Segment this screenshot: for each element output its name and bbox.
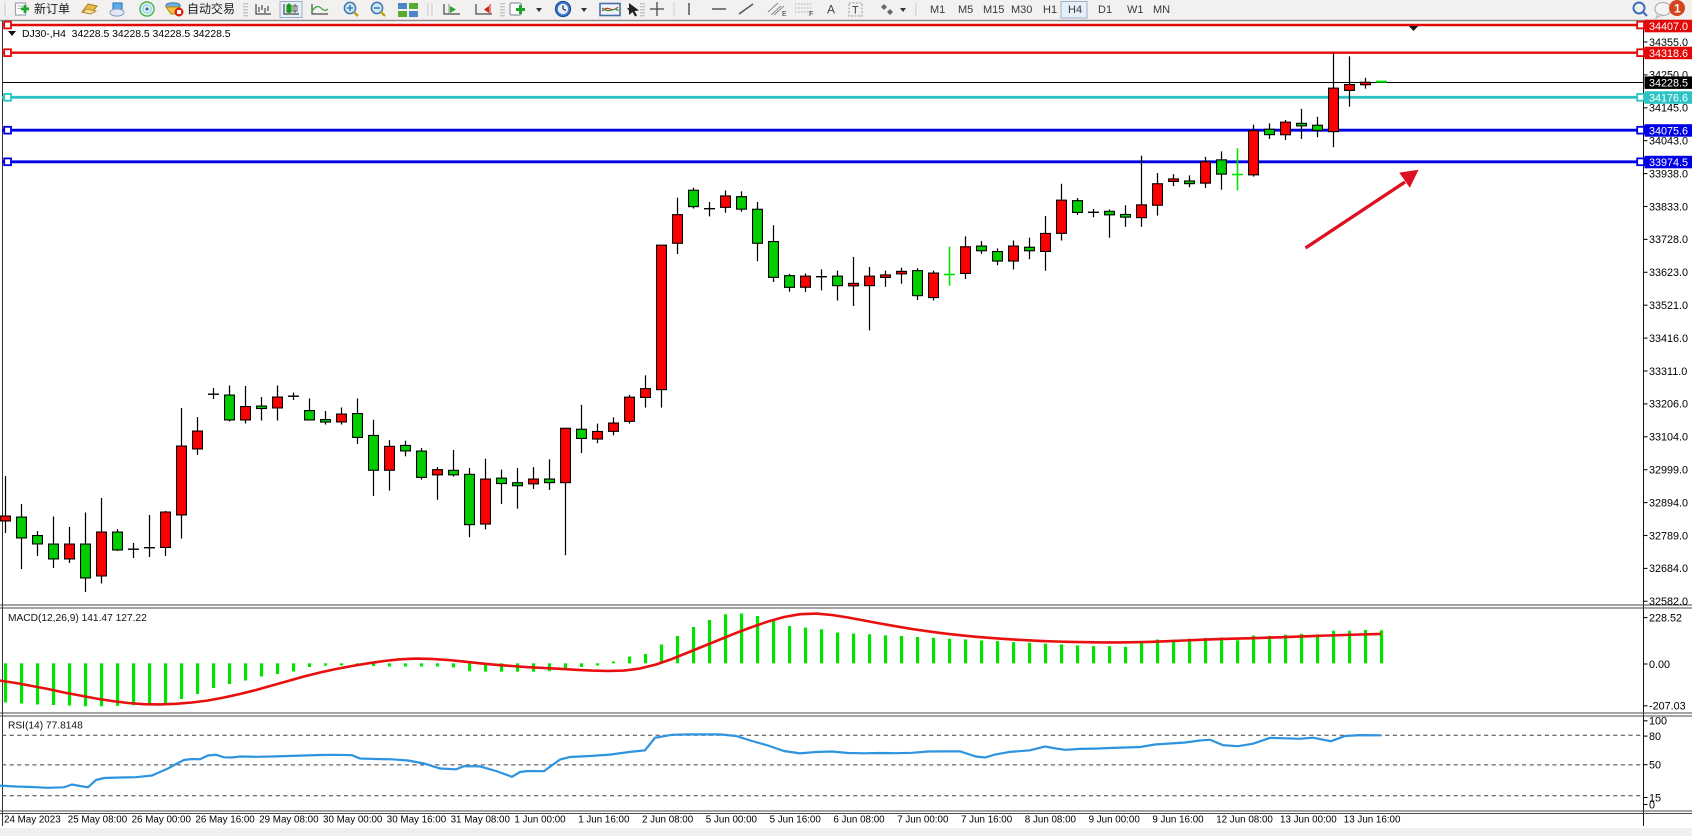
svg-text:自动交易: 自动交易 — [187, 1, 235, 16]
svg-text:30 May 00:00: 30 May 00:00 — [323, 815, 383, 826]
svg-text:0: 0 — [1649, 799, 1655, 811]
svg-text:24 May 2023: 24 May 2023 — [4, 815, 61, 826]
svg-text:32999.0: 32999.0 — [1649, 465, 1688, 477]
svg-text:2 Jun 08:00: 2 Jun 08:00 — [642, 815, 694, 826]
svg-text:32789.0: 32789.0 — [1649, 530, 1688, 542]
svg-text:RSI(14) 77.8148: RSI(14) 77.8148 — [8, 721, 83, 732]
svg-text:25 May 08:00: 25 May 08:00 — [68, 815, 128, 826]
svg-text:D1: D1 — [1098, 4, 1112, 16]
svg-text:33311.0: 33311.0 — [1649, 366, 1687, 378]
svg-text:M15: M15 — [983, 4, 1004, 16]
svg-text:34176.6: 34176.6 — [1649, 93, 1688, 105]
svg-text:0.00: 0.00 — [1649, 659, 1670, 671]
svg-text:DJ30-,H4 34228.5 34228.5 3422: DJ30-,H4 34228.5 34228.5 34228.5 34228.5 — [22, 29, 231, 40]
svg-text:33623.0: 33623.0 — [1649, 267, 1688, 279]
svg-text:E: E — [782, 11, 787, 18]
svg-text:T: T — [852, 5, 859, 17]
svg-text:1: 1 — [1674, 2, 1681, 16]
svg-text:100: 100 — [1649, 716, 1667, 728]
svg-text:H4: H4 — [1068, 4, 1082, 16]
svg-text:13 Jun 00:00: 13 Jun 00:00 — [1280, 815, 1337, 826]
svg-text:32684.0: 32684.0 — [1649, 563, 1688, 575]
svg-text:80: 80 — [1649, 731, 1661, 743]
svg-text:50: 50 — [1649, 760, 1661, 772]
svg-text:5 Jun 16:00: 5 Jun 16:00 — [770, 815, 822, 826]
svg-text:34407.0: 34407.0 — [1649, 21, 1688, 33]
svg-text:MN: MN — [1153, 4, 1170, 16]
svg-text:M1: M1 — [930, 4, 945, 16]
svg-text:30 May 16:00: 30 May 16:00 — [387, 815, 447, 826]
svg-text:34355.0: 34355.0 — [1649, 37, 1688, 49]
svg-text:34145.0: 34145.0 — [1649, 103, 1688, 115]
svg-text:7 Jun 00:00: 7 Jun 00:00 — [897, 815, 949, 826]
svg-text:7 Jun 16:00: 7 Jun 16:00 — [961, 815, 1013, 826]
svg-text:1 Jun 16:00: 1 Jun 16:00 — [578, 815, 630, 826]
svg-text:-207.03: -207.03 — [1649, 701, 1686, 713]
svg-text:32582.0: 32582.0 — [1649, 596, 1688, 608]
svg-text:34075.6: 34075.6 — [1649, 125, 1688, 137]
svg-text:H1: H1 — [1043, 4, 1057, 16]
svg-text:29 May 08:00: 29 May 08:00 — [259, 815, 319, 826]
svg-text:33833.0: 33833.0 — [1649, 201, 1688, 213]
svg-text:F: F — [809, 11, 813, 18]
svg-text:33416.0: 33416.0 — [1649, 333, 1688, 345]
svg-text:W1: W1 — [1127, 4, 1144, 16]
svg-text:新订单: 新订单 — [34, 1, 70, 16]
svg-text:33521.0: 33521.0 — [1649, 300, 1688, 312]
svg-text:6 Jun 08:00: 6 Jun 08:00 — [833, 815, 885, 826]
svg-text:26 May 16:00: 26 May 16:00 — [195, 815, 255, 826]
svg-text:13 Jun 16:00: 13 Jun 16:00 — [1344, 815, 1401, 826]
svg-text:228.52: 228.52 — [1649, 612, 1682, 624]
svg-text:12 Jun 08:00: 12 Jun 08:00 — [1216, 815, 1273, 826]
svg-text:32894.0: 32894.0 — [1649, 497, 1688, 509]
svg-text:9 Jun 00:00: 9 Jun 00:00 — [1089, 815, 1141, 826]
svg-text:A: A — [827, 3, 835, 17]
svg-text:33938.0: 33938.0 — [1649, 168, 1688, 180]
svg-text:33974.5: 33974.5 — [1649, 157, 1688, 169]
svg-text:M30: M30 — [1011, 4, 1032, 16]
svg-text:31 May 08:00: 31 May 08:00 — [451, 815, 511, 826]
svg-text:33104.0: 33104.0 — [1649, 432, 1688, 444]
svg-text:1 Jun 00:00: 1 Jun 00:00 — [514, 815, 566, 826]
svg-text:8 Jun 08:00: 8 Jun 08:00 — [1025, 815, 1077, 826]
svg-text:34043.0: 34043.0 — [1649, 136, 1688, 148]
svg-text:M5: M5 — [958, 4, 973, 16]
svg-text:34228.5: 34228.5 — [1649, 78, 1688, 90]
svg-text:5 Jun 00:00: 5 Jun 00:00 — [706, 815, 758, 826]
svg-text:33728.0: 33728.0 — [1649, 234, 1688, 246]
svg-text:MACD(12,26,9) 141.47 127.22: MACD(12,26,9) 141.47 127.22 — [8, 613, 147, 624]
svg-text:33206.0: 33206.0 — [1649, 399, 1688, 411]
svg-text:15: 15 — [1649, 792, 1661, 804]
svg-text:34318.6: 34318.6 — [1649, 48, 1688, 60]
svg-text:26 May 00:00: 26 May 00:00 — [132, 815, 192, 826]
svg-text:9 Jun 16:00: 9 Jun 16:00 — [1152, 815, 1204, 826]
